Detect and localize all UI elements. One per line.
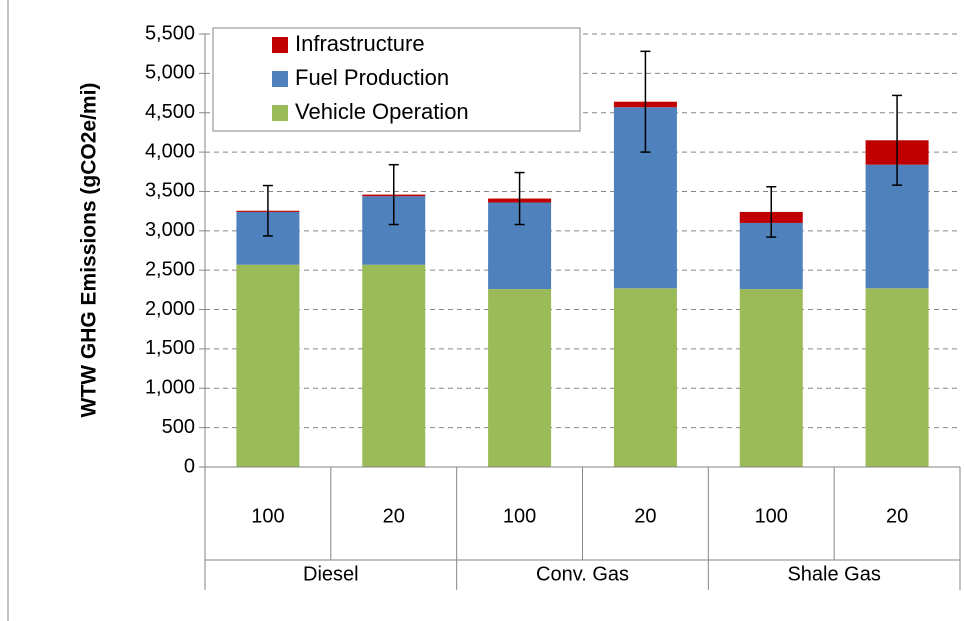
error-bar — [766, 185, 777, 238]
error-bar — [640, 50, 651, 153]
x-tick-label: 20 — [886, 505, 908, 527]
legend-swatch — [272, 71, 288, 87]
bar-segment — [362, 264, 426, 467]
group-label: Shale Gas — [787, 563, 880, 585]
error-bar — [388, 163, 399, 226]
error-bar — [514, 171, 525, 226]
y-tick-label: 3,000 — [145, 219, 195, 241]
y-tick-label: 500 — [162, 416, 195, 438]
bar-segment — [613, 288, 677, 467]
legend-label: Vehicle Operation — [295, 99, 469, 124]
y-tick-label: 4,500 — [145, 101, 195, 123]
legend-swatch — [272, 105, 288, 121]
y-axis-label: WTW GHG Emissions (gCO2e/mi) — [78, 83, 101, 418]
x-tick-label: 100 — [755, 505, 788, 527]
group-label: Conv. Gas — [536, 563, 629, 585]
x-tick-label: 20 — [383, 505, 405, 527]
bar-segment — [739, 289, 803, 467]
error-bar — [892, 94, 903, 186]
y-tick-label: 5,500 — [145, 22, 195, 44]
y-tick-label: 1,500 — [145, 337, 195, 359]
bar-segment — [236, 264, 300, 467]
y-tick-label: 1,000 — [145, 377, 195, 399]
y-tick-label: 2,500 — [145, 258, 195, 280]
legend-label: Fuel Production — [295, 65, 449, 90]
legend-swatch — [272, 37, 288, 53]
x-tick-label: 20 — [634, 505, 656, 527]
y-tick-label: 3,500 — [145, 180, 195, 202]
bar-segment — [865, 288, 929, 467]
group-label: Diesel — [303, 563, 359, 585]
bar-segment — [488, 289, 552, 467]
x-tick-label: 100 — [503, 505, 536, 527]
y-tick-label: 2,000 — [145, 298, 195, 320]
y-tick-label: 5,000 — [145, 62, 195, 84]
error-bar — [262, 184, 273, 237]
y-tick-label: 0 — [184, 455, 195, 477]
legend-label: Infrastructure — [295, 31, 425, 56]
x-tick-label: 100 — [251, 505, 284, 527]
y-tick-label: 4,000 — [145, 140, 195, 162]
